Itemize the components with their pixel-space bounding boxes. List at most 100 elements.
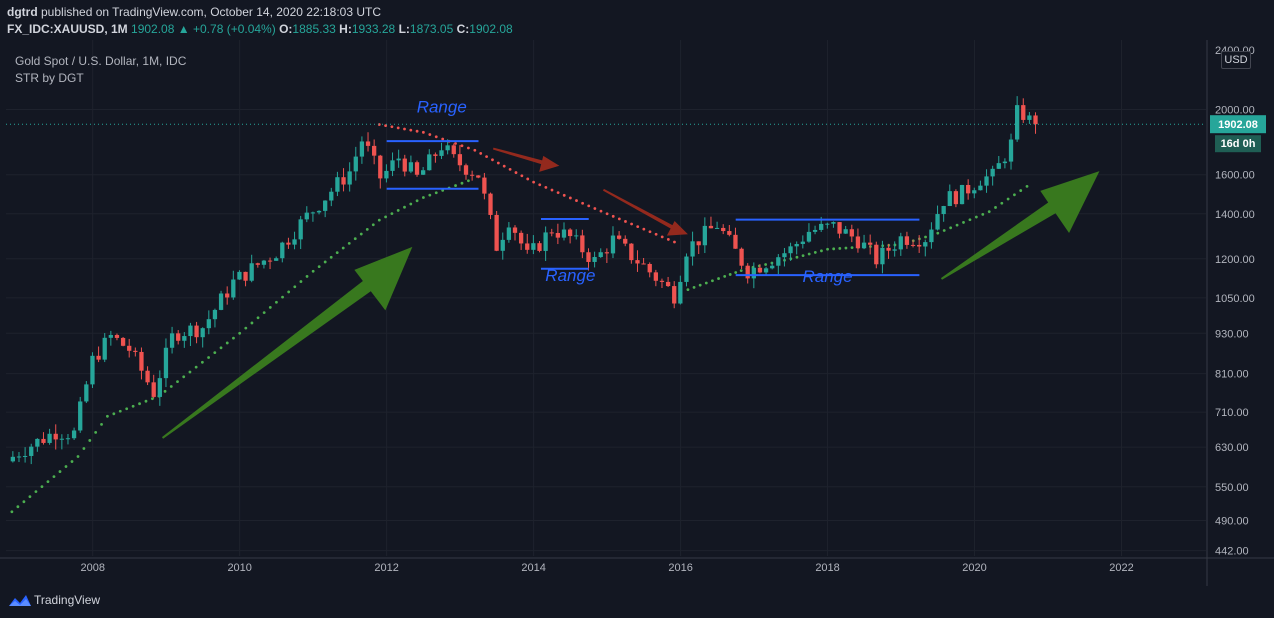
time-tick-label: 2018: [815, 562, 839, 574]
stop-dot: [514, 171, 518, 174]
author-name[interactable]: dgtrd: [7, 5, 38, 19]
stop-dot: [813, 251, 817, 254]
candle-body: [812, 229, 818, 232]
stop-dot: [981, 212, 985, 216]
stop-dot: [832, 247, 836, 251]
stop-dot: [648, 230, 652, 234]
candle-body: [831, 222, 836, 224]
candle-body: [1027, 115, 1032, 120]
publication-line: dgtrd published on TradingView.com, Octo…: [7, 5, 381, 19]
candle-body: [310, 212, 316, 214]
candle-body: [378, 155, 383, 179]
candle-body: [990, 168, 995, 177]
candle-body: [616, 235, 622, 239]
stop-dot: [371, 223, 375, 227]
candle-body: [218, 293, 224, 310]
price-tick-label: 630.00: [1215, 442, 1249, 454]
candle-body: [898, 236, 903, 250]
ohlc-line: FX_IDC:XAUUSD, 1M 1902.08 ▲ +0.78 (+0.04…: [7, 22, 513, 36]
stop-dot: [660, 235, 664, 239]
candle-body: [708, 225, 714, 229]
candle-body: [390, 160, 395, 171]
trend-arrows: [161, 147, 1100, 439]
candle-body: [463, 165, 469, 175]
last-price: 1902.08: [131, 22, 175, 36]
candle-body: [41, 438, 46, 443]
candle-body: [457, 154, 463, 166]
tradingview-logo-icon[interactable]: [8, 592, 32, 608]
candle-body: [794, 243, 799, 247]
last-price-badge-text: 1902.08: [1218, 119, 1258, 131]
stop-dot: [16, 505, 20, 509]
stop-dot: [1006, 197, 1010, 201]
stop-dot: [207, 356, 210, 359]
stop-dot: [70, 460, 74, 463]
stop-dot: [169, 385, 173, 388]
price-axis[interactable]: 442.00 490.00 550.00 630.00 710.00 810.00 930.…: [1206, 40, 1255, 586]
stop-dot: [485, 155, 488, 159]
candle-body: [837, 222, 842, 234]
stop-dot: [421, 196, 425, 199]
chart-legend-title[interactable]: Gold Spot / U.S. Dollar, 1M, IDC: [15, 54, 187, 68]
candle-body: [139, 351, 144, 371]
candle-body: [855, 236, 861, 249]
candle-body: [537, 243, 542, 251]
stop-dot: [526, 177, 530, 181]
stop-dot: [544, 186, 548, 189]
time-tick-label: 2014: [521, 562, 545, 574]
stop-dot: [353, 237, 357, 241]
stop-dot: [850, 246, 854, 250]
candle-body: [476, 175, 481, 178]
chart-grid: [6, 40, 1206, 556]
stop-dot: [764, 263, 768, 266]
symbol-label[interactable]: FX_IDC:XAUUSD, 1M: [7, 22, 128, 36]
stop-dot: [76, 455, 80, 458]
candle-body: [151, 382, 156, 397]
stop-dot: [275, 300, 278, 304]
currency-button[interactable]: USD: [1221, 51, 1251, 69]
candle-body: [16, 456, 22, 458]
candle-body: [574, 235, 579, 237]
candle-body: [359, 141, 365, 157]
stop-dot: [642, 227, 646, 231]
candle-body: [629, 243, 634, 261]
stop-dot: [144, 399, 148, 403]
time-axis[interactable]: 2008 2010 2012 2014 2016 2018 2020 2022: [0, 557, 1274, 574]
candle-body: [586, 252, 591, 262]
candle-body: [396, 158, 401, 161]
candle-body: [843, 229, 848, 234]
candle-body: [659, 280, 665, 282]
candle-body: [635, 260, 640, 264]
indicator-legend[interactable]: STR by DGT: [15, 71, 84, 85]
stop-dot: [194, 365, 198, 369]
stop-dot: [949, 226, 953, 230]
trend-arrow-down: [492, 147, 560, 172]
candle-body: [653, 272, 658, 281]
candle-body: [169, 333, 175, 348]
stop-dot: [593, 207, 597, 210]
price-change: +0.78 (+0.04%): [193, 22, 276, 36]
stop-dot: [299, 280, 303, 283]
candle-body: [182, 336, 187, 341]
candle-body: [1008, 139, 1014, 162]
price-tick-label: 810.00: [1215, 369, 1249, 381]
trend-arrow-up: [161, 246, 413, 439]
candle-body: [1033, 115, 1038, 125]
stop-dot: [454, 142, 457, 145]
candle-body: [163, 347, 169, 379]
stop-dot: [58, 470, 62, 473]
stop-dot: [630, 222, 633, 226]
stop-dot: [244, 326, 248, 330]
stop-dot: [698, 283, 702, 287]
candle-body: [684, 256, 689, 282]
candle-body: [506, 227, 512, 240]
candle-body: [518, 232, 524, 244]
tradingview-brand[interactable]: TradingView: [34, 593, 101, 607]
stop-dot: [562, 193, 566, 197]
price-tick-label: 930.00: [1215, 328, 1249, 340]
stop-dot: [305, 275, 309, 278]
candle-body: [249, 263, 254, 281]
time-tick-label: 2022: [1109, 562, 1133, 574]
candle-body: [561, 229, 567, 238]
